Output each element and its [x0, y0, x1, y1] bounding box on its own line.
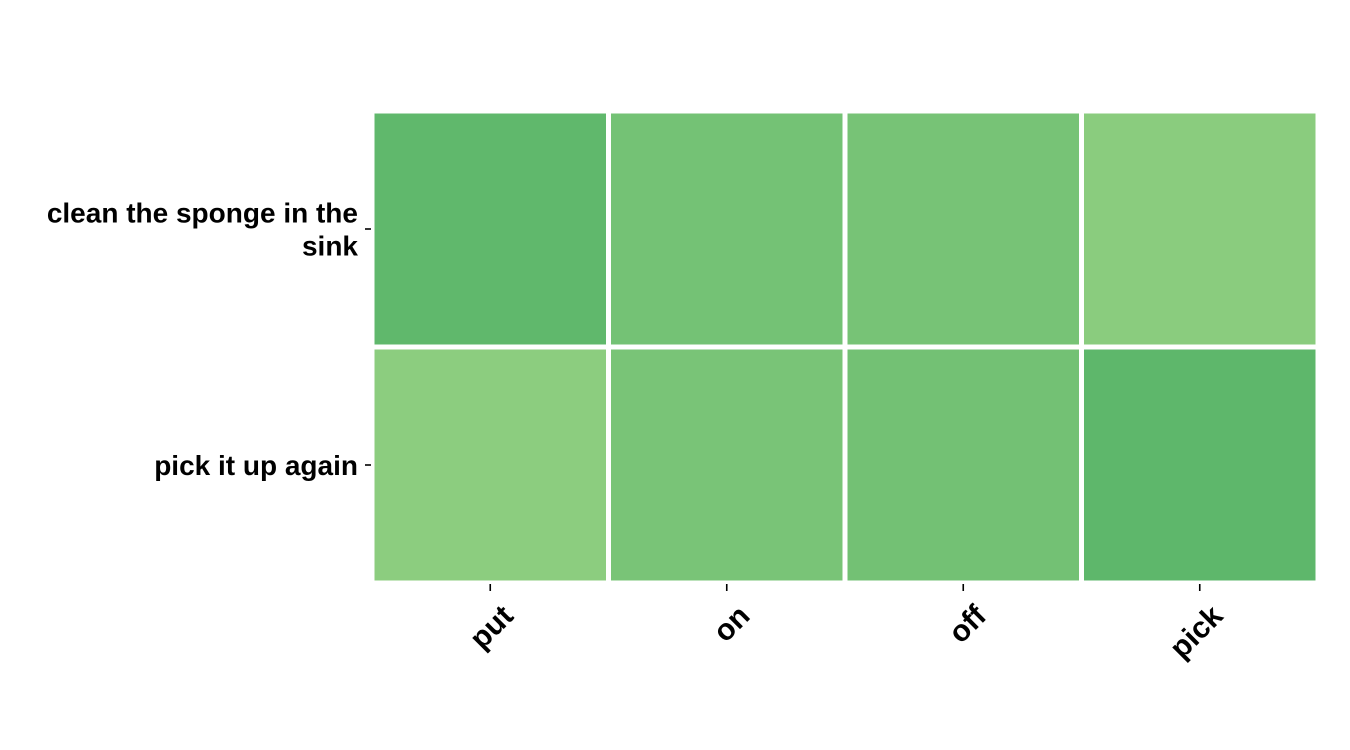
heatmap-cell-r1-c1 [606, 344, 848, 586]
heatmap-cell-r1-c0 [369, 344, 611, 586]
heatmap-cell-r0-c3 [1079, 108, 1321, 350]
x-tick-label-on: on [707, 599, 756, 648]
y-tick-label-line: pick it up again [154, 450, 358, 481]
x-tick-label-off: off [942, 599, 993, 650]
x-axis: put on off pick [464, 584, 1230, 665]
y-tick-label: pick it up again [154, 450, 358, 481]
x-tick-label-put: put [464, 599, 520, 655]
y-tick-label-line: sink [302, 231, 358, 262]
heatmap-cell-r0-c1 [606, 108, 848, 350]
heatmap-cell-r0-c0 [369, 108, 611, 350]
heatmap-cells [369, 108, 1321, 586]
y-axis: clean the sponge in the sink pick it up ag… [47, 198, 371, 481]
heatmap-cell-r1-c2 [842, 344, 1084, 586]
heatmap-cell-r1-c3 [1079, 344, 1321, 586]
y-tick-label: clean the sponge in the sink [47, 198, 359, 262]
y-tick-label-line: clean the sponge in the [47, 198, 358, 229]
x-tick-label-pick: pick [1164, 599, 1230, 665]
heatmap-cell-r0-c2 [842, 108, 1084, 350]
